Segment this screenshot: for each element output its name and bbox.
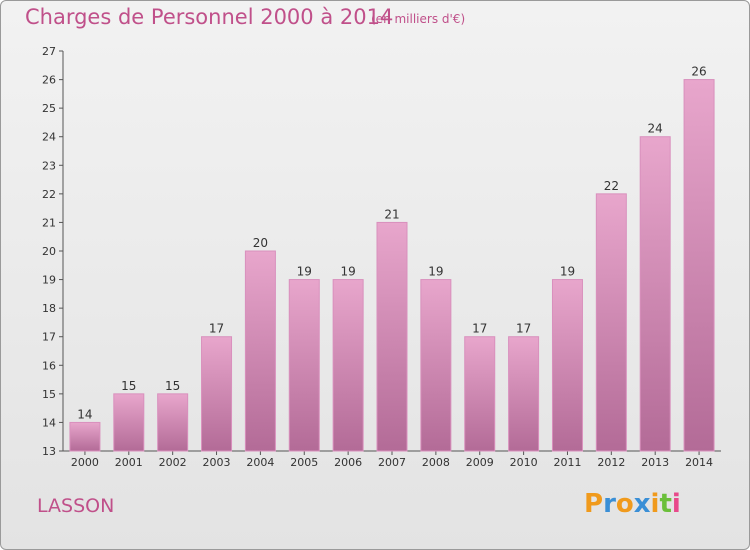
y-tick-label: 13	[42, 445, 56, 458]
logo-letter: r	[603, 489, 616, 519]
value-label-2012: 22	[604, 179, 619, 193]
value-label-2011: 19	[560, 265, 575, 279]
value-label-2001: 15	[121, 379, 136, 393]
bar-2002	[157, 393, 189, 452]
bar-2011	[551, 279, 583, 452]
x-tick-label-2002: 2002	[159, 456, 187, 469]
x-tick-label-2014: 2014	[685, 456, 713, 469]
bar-2012	[595, 193, 627, 452]
bars	[69, 79, 715, 452]
y-tick-label: 22	[42, 188, 56, 201]
x-tick-label-2010: 2010	[510, 456, 538, 469]
x-tick-label-2003: 2003	[203, 456, 231, 469]
y-tick-label: 24	[42, 131, 56, 144]
bar-2007	[376, 221, 408, 452]
commune-name: LASSON	[37, 495, 115, 517]
bar-2005	[288, 279, 320, 452]
x-tick-label-2011: 2011	[553, 456, 581, 469]
y-tick-label: 15	[42, 388, 56, 401]
logo-letter: i	[650, 489, 660, 519]
y-tick-label: 20	[42, 245, 56, 258]
y-tick-label: 14	[42, 416, 56, 429]
y-tick-labels: 13 14 15 16 17 18 19 20 21 22 23 24 25 26 27	[42, 45, 56, 458]
x-tick-label-2000: 2000	[71, 456, 99, 469]
y-tick-label: 21	[42, 216, 56, 229]
bar-2010	[508, 336, 540, 452]
bar-2001	[113, 393, 145, 452]
value-label-2007: 21	[384, 207, 399, 221]
value-label-2004: 20	[253, 236, 268, 250]
y-tick-label: 27	[42, 45, 56, 58]
value-label-2003: 17	[209, 322, 224, 336]
x-tick-label-2013: 2013	[641, 456, 669, 469]
logo-letter: i	[671, 489, 681, 519]
bar-2003	[201, 336, 233, 452]
bar-2014	[683, 79, 715, 452]
logo-letter: P	[584, 489, 604, 519]
chart-subtitle: (en milliers d'€)	[371, 12, 466, 26]
logo-letter: o	[615, 489, 634, 519]
chart-title: Charges de Personnel 2000 à 2014	[25, 5, 394, 29]
proxiti-logo: Proxiti	[584, 489, 681, 519]
value-label-2005: 19	[297, 265, 312, 279]
x-tick-label-2012: 2012	[597, 456, 625, 469]
value-label-2000: 14	[77, 407, 92, 421]
value-label-2010: 17	[516, 322, 531, 336]
x-tick-labels: 2000 2001 2002 2003 2004 2005 2006 2007 2008 2009…	[71, 456, 713, 469]
x-tick-label-2009: 2009	[466, 456, 494, 469]
y-tick-label: 16	[42, 359, 56, 372]
value-label-2013: 24	[648, 122, 663, 136]
bar-2000	[69, 421, 101, 452]
y-tick-label: 17	[42, 331, 56, 344]
value-label-2002: 15	[165, 379, 180, 393]
bar-2013	[639, 136, 671, 452]
value-label-2008: 19	[428, 265, 443, 279]
x-tick-label-2008: 2008	[422, 456, 450, 469]
bar-2004	[244, 250, 276, 452]
y-tick-label: 25	[42, 102, 56, 115]
value-label-2014: 26	[691, 65, 706, 79]
x-tick-label-2006: 2006	[334, 456, 362, 469]
x-tick-label-2001: 2001	[115, 456, 143, 469]
x-tick-label-2005: 2005	[290, 456, 318, 469]
y-tick-label: 26	[42, 74, 56, 87]
bar-2006	[332, 279, 364, 452]
y-tick-label: 18	[42, 302, 56, 315]
logo-letter: x	[633, 489, 651, 519]
value-labels: 14 15 15 17 20 19 19 21 19 17 17 19 22 24 26	[77, 65, 706, 422]
y-tick-label: 23	[42, 159, 56, 172]
bar-2009	[464, 336, 496, 452]
logo-letter: t	[659, 489, 672, 519]
value-label-2009: 17	[472, 322, 487, 336]
value-label-2006: 19	[340, 265, 355, 279]
x-tick-label-2007: 2007	[378, 456, 406, 469]
bar-2008	[420, 279, 452, 452]
x-tick-label-2004: 2004	[246, 456, 274, 469]
y-tick-label: 19	[42, 274, 56, 287]
